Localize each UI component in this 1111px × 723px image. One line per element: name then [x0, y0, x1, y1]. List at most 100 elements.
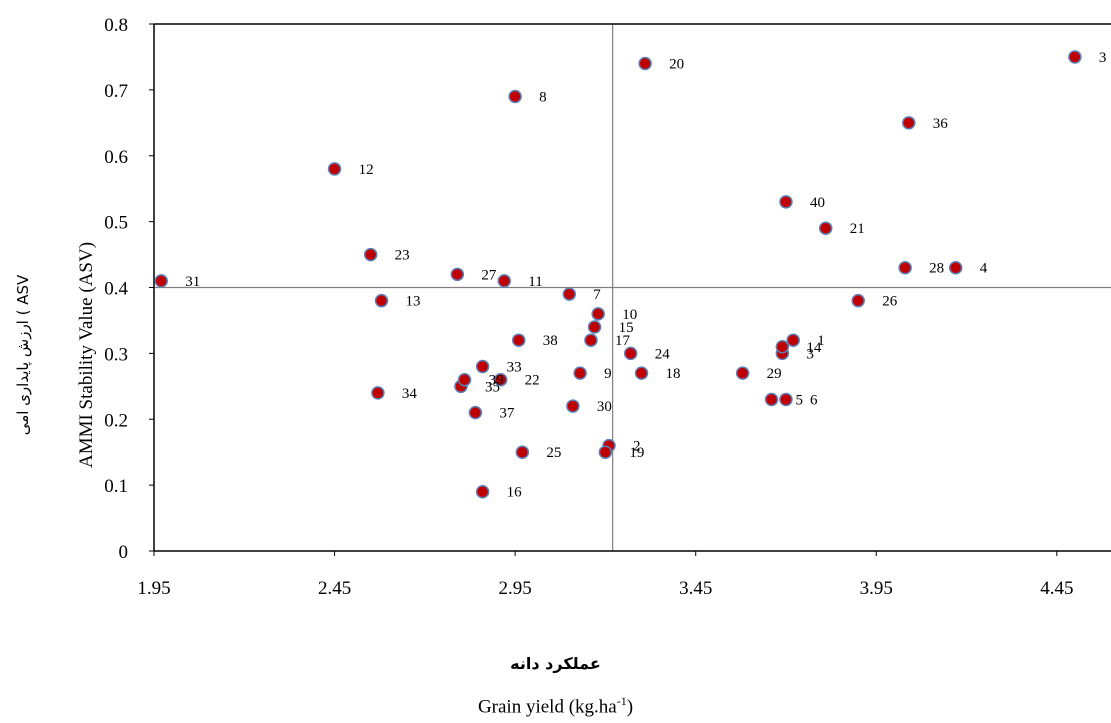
data-point: [634, 366, 649, 380]
data-point-label: 38: [543, 333, 558, 349]
data-point-label: 23: [395, 248, 410, 264]
data-point: [584, 333, 598, 347]
data-point-label: 25: [546, 445, 561, 461]
x-axis-title-en: Grain yield (kg.ha-1): [477, 694, 634, 718]
data-point: [475, 359, 490, 374]
data-point-label: 31: [185, 274, 200, 290]
data-point: [511, 333, 526, 347]
data-point: [775, 340, 790, 354]
data-point: [457, 372, 472, 387]
data-point-label: 10: [622, 307, 637, 323]
data-point-label: 7: [593, 287, 601, 303]
data-point-label: 35: [485, 379, 500, 395]
data-point: [898, 260, 912, 275]
data-point-label: 3: [1099, 50, 1107, 66]
data-point: [515, 445, 530, 459]
y-tick-label: 0: [119, 542, 129, 563]
y-tick-label: 0.4: [104, 279, 128, 300]
data-point: [948, 260, 963, 275]
data-point: [327, 162, 342, 176]
y-axis-title-fa: ارزش پایداری امی ( ASV: [14, 274, 33, 435]
data-point: [902, 116, 916, 130]
reference-lines: [154, 24, 1111, 551]
data-point-label: 33: [507, 360, 522, 376]
data-point-label: 21: [850, 221, 865, 237]
data-point: [786, 333, 800, 347]
data-point-label: 6: [810, 392, 818, 408]
data-point-label: 29: [767, 366, 782, 382]
data-point-label: 4: [980, 261, 988, 277]
data-point-label: 11: [528, 274, 542, 290]
data-point: [779, 392, 793, 407]
data-point-label: 30: [597, 399, 612, 415]
x-tick-label: 2.95: [499, 578, 532, 599]
x-tick-label: 3.95: [860, 578, 893, 599]
data-point-label: 27: [481, 267, 497, 283]
data-point: [562, 287, 577, 301]
data-point: [573, 366, 587, 380]
data-point: [587, 320, 602, 334]
x-axis-title-fa: عملکرد دانه: [510, 654, 601, 673]
data-point-label: 3: [806, 346, 814, 362]
data-point: [363, 247, 378, 262]
data-point: [638, 56, 652, 71]
data-point-label: 14: [806, 340, 822, 356]
y-tick-label: 0.5: [104, 213, 128, 234]
data-point-label: 36: [933, 116, 949, 132]
data-point: [497, 274, 512, 288]
data-point-label: 18: [666, 366, 681, 382]
data-point-label: 9: [604, 366, 612, 382]
scatter-chart: 1.95 2.45 2.95 3.45 3.95 4.45 0 0.1 0.2 0.3 0.4 0.5…: [14, 15, 1111, 599]
data-point-label: 2: [633, 439, 641, 455]
data-point: [764, 392, 779, 407]
data-point-label: 39: [489, 373, 504, 389]
data-point-label: 1: [817, 333, 825, 349]
data-point: [154, 274, 168, 288]
y-tick-label: 0.2: [104, 410, 128, 431]
data-point-label: 20: [669, 57, 684, 73]
data-point: [566, 399, 580, 413]
data-point: [818, 221, 833, 235]
data-point: [508, 89, 522, 104]
y-tick-label: 0.8: [104, 15, 128, 36]
data-points: [154, 50, 1082, 499]
data-point: [591, 307, 605, 321]
y-tick-label: 0.1: [104, 476, 128, 497]
x-tick-label: 3.45: [679, 578, 712, 599]
tick-labels: 1.95 2.45 2.95 3.45 3.95 4.45 0 0.1 0.2 0.3 0.4 0.5…: [104, 15, 1073, 599]
data-point: [779, 195, 793, 209]
data-point: [493, 372, 508, 387]
y-tick-label: 0.3: [104, 344, 128, 365]
data-point-label: 13: [406, 294, 421, 310]
data-point: [598, 445, 613, 459]
x-tick-label: 4.45: [1040, 578, 1073, 599]
data-point-label: 37: [499, 406, 515, 422]
y-axis-title-en: AMMI Stability Value (ASV): [76, 242, 97, 468]
data-point-label: 22: [525, 373, 540, 389]
data-point: [374, 293, 389, 308]
data-point: [623, 346, 638, 361]
data-point: [475, 484, 490, 499]
data-point-label: 8: [539, 89, 547, 105]
data-point: [468, 405, 483, 420]
data-point: [450, 267, 465, 282]
data-point: [735, 366, 750, 380]
data-point-label: 40: [810, 195, 825, 211]
x-tick-label: 2.45: [318, 578, 351, 599]
x-tick-label: 1.95: [137, 578, 170, 599]
data-point-label: 12: [359, 162, 374, 178]
data-point: [371, 386, 385, 400]
data-point-label: 19: [629, 445, 644, 461]
data-point: [851, 293, 865, 308]
data-point-label: 26: [882, 294, 898, 310]
y-tick-label: 0.6: [104, 147, 128, 168]
data-point-label: 16: [507, 485, 523, 501]
data-point-label: 5: [796, 392, 804, 408]
data-point-label: 24: [655, 346, 671, 362]
data-point-label: 15: [619, 320, 634, 336]
data-point-label: 34: [402, 386, 418, 402]
data-point-label: 17: [615, 333, 631, 349]
y-tick-label: 0.7: [104, 81, 128, 102]
data-point-label: 28: [929, 261, 944, 277]
